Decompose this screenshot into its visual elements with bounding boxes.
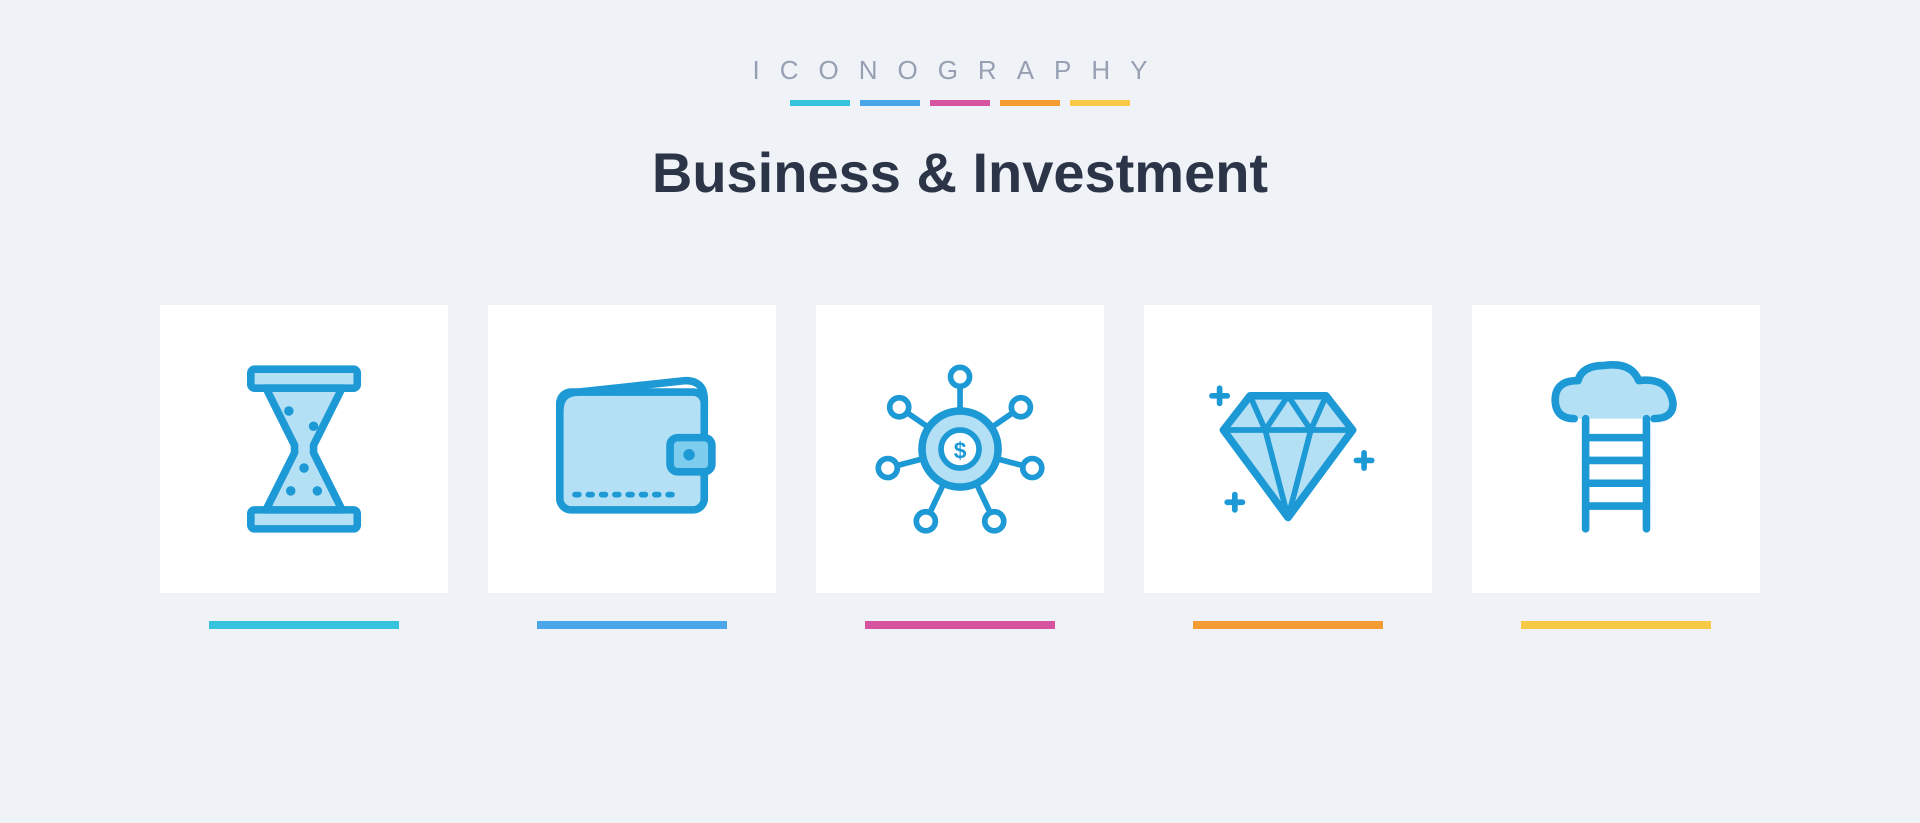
- brand-underline: [0, 100, 1920, 106]
- card: [1144, 305, 1432, 593]
- wallet-icon: [537, 354, 727, 544]
- cloud-ladder-icon: [1521, 354, 1711, 544]
- money-network-icon: $: [865, 354, 1055, 544]
- card: $: [816, 305, 1104, 593]
- icon-card-hourglass: [160, 305, 448, 629]
- card-underline: [209, 621, 399, 629]
- canvas: ICONOGRAPHY Business & Investment: [0, 0, 1920, 823]
- icon-card-diamond: [1144, 305, 1432, 629]
- brand-underline-seg: [790, 100, 850, 106]
- card-underline: [537, 621, 727, 629]
- brand-label: ICONOGRAPHY: [0, 55, 1920, 86]
- card: [1472, 305, 1760, 593]
- header: ICONOGRAPHY Business & Investment: [0, 0, 1920, 205]
- icon-card-cloud-ladder: [1472, 305, 1760, 629]
- brand-underline-seg: [930, 100, 990, 106]
- brand-underline-seg: [1070, 100, 1130, 106]
- diamond-icon: [1193, 354, 1383, 544]
- icon-card-money-network: $: [816, 305, 1104, 629]
- svg-text:$: $: [954, 437, 967, 463]
- card-underline: [1193, 621, 1383, 629]
- icon-card-wallet: [488, 305, 776, 629]
- card-underline: [1521, 621, 1711, 629]
- icon-grid: $: [0, 305, 1920, 629]
- page-title: Business & Investment: [0, 140, 1920, 205]
- card-underline: [865, 621, 1055, 629]
- brand-underline-seg: [860, 100, 920, 106]
- card: [160, 305, 448, 593]
- hourglass-icon: [209, 354, 399, 544]
- card: [488, 305, 776, 593]
- brand-underline-seg: [1000, 100, 1060, 106]
